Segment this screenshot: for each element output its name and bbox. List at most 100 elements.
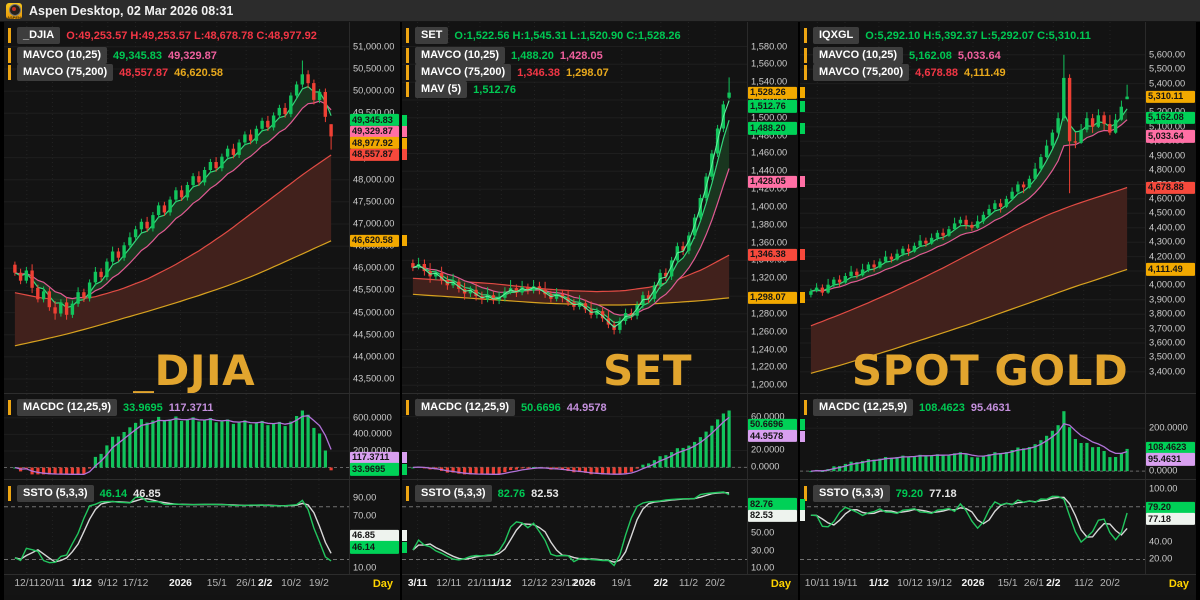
axis-tick-label: 400.0000 bbox=[353, 428, 392, 439]
axis-tick-label: 10.00 bbox=[353, 562, 377, 573]
x-axis-date-label: 26/1 bbox=[236, 578, 257, 589]
legend-accent-bar bbox=[8, 486, 11, 501]
ssto-k-value: 46.14 bbox=[99, 487, 128, 500]
indicator-value: 48,557.87 bbox=[119, 66, 169, 79]
axis-value-badge: 1,488.20 bbox=[748, 122, 797, 135]
symbol-chip[interactable]: _DJIA bbox=[17, 27, 61, 44]
clipped-badge-sliver bbox=[402, 463, 407, 475]
indicator-chip[interactable]: MAVCO (10,25) bbox=[17, 47, 108, 64]
legend-accent-bar bbox=[804, 48, 807, 63]
price-panel[interactable]: 3,400.00 3,500.00 3,600.00 3,700.00 3,800.00… bbox=[800, 22, 1196, 394]
macd-axis[interactable]: 600.0000 400.0000 200.0000 117.3711 33.9695 bbox=[349, 394, 400, 479]
price-axis[interactable]: 3,400.00 3,500.00 3,600.00 3,700.00 3,800.00… bbox=[1145, 22, 1196, 393]
macd-panel[interactable]: 200.0000 0.0000 108.4623 95.4631 MACDC (12,… bbox=[800, 394, 1196, 480]
x-axis-date-label: 10/2 bbox=[281, 578, 302, 589]
axis-tick-label: 4,600.00 bbox=[1149, 193, 1186, 204]
axis-tick-label: 1,220.00 bbox=[751, 361, 788, 372]
axis-value-badge: 49,345.83 bbox=[350, 113, 399, 127]
stochastic-panel[interactable]: 90.00 70.00 10.00 46.85 46.14 SSTO (5,3,3) 4… bbox=[4, 480, 400, 575]
legend-accent-bar bbox=[406, 65, 409, 80]
ssto-chip[interactable]: SSTO (5,3,3) bbox=[17, 485, 94, 502]
stochastic-panel[interactable]: 100.00 40.00 20.00 79.20 77.18 SSTO (5,3,3) … bbox=[800, 480, 1196, 575]
indicator-chip[interactable]: MAVCO (10,25) bbox=[813, 47, 904, 64]
x-axis-date-label: 3/11 bbox=[407, 578, 428, 589]
axis-value-badge: 5,310.11 bbox=[1146, 90, 1195, 103]
legend-accent-bar bbox=[8, 65, 11, 80]
macd-chip[interactable]: MACDC (12,25,9) bbox=[17, 399, 118, 416]
axis-tick-label: 3,600.00 bbox=[1149, 337, 1186, 348]
timeframe-label[interactable]: Day bbox=[372, 578, 393, 590]
indicator-legend-row: MAVCO (10,25) 1,488.20 1,428.05 bbox=[406, 47, 681, 64]
stochastic-axis[interactable]: 100.00 40.00 20.00 79.20 77.18 bbox=[1145, 480, 1196, 574]
price-panel[interactable]: 43,500.00 44,000.00 44,500.00 45,000.00 45,5… bbox=[4, 22, 400, 394]
x-axis-date-label: 2026 bbox=[572, 578, 596, 589]
ssto-chip[interactable]: SSTO (5,3,3) bbox=[813, 485, 890, 502]
mavco-legend-rows: MAVCO (10,25) 5,162.08 5,033.64 MAVCO (75,2… bbox=[804, 47, 1091, 81]
timeframe-label[interactable]: Day bbox=[770, 578, 791, 590]
macd-panel[interactable]: 600.0000 400.0000 200.0000 117.3711 33.9695 … bbox=[4, 394, 400, 480]
axis-tick-label: 44,000.00 bbox=[353, 351, 395, 362]
stochastic-panel[interactable]: 50.00 30.00 10.00 82.76 82.53 SSTO (5,3,3) 8… bbox=[402, 480, 798, 575]
macd-value: 50.6696 bbox=[521, 401, 561, 414]
ssto-d-value: 82.53 bbox=[531, 487, 559, 500]
indicator-value: 1,298.07 bbox=[565, 66, 609, 79]
legend-accent-bar bbox=[406, 28, 409, 43]
indicator-chip[interactable]: MAVCO (75,200) bbox=[813, 64, 910, 81]
price-panel[interactable]: 1,200.00 1,220.00 1,240.00 1,260.00 1,280.00… bbox=[402, 22, 798, 394]
macd-axis[interactable]: 60.0000 20.0000 0.0000 50.6696 44.9578 bbox=[747, 394, 798, 479]
axis-tick-label: 3,700.00 bbox=[1149, 322, 1186, 333]
x-axis-date-label: 1/12 bbox=[71, 578, 92, 589]
axis-tick-label: 1,280.00 bbox=[751, 308, 788, 319]
clipped-badge-sliver bbox=[402, 137, 407, 149]
axis-tick-label: 3,900.00 bbox=[1149, 294, 1186, 305]
ssto-d-value: 77.18 bbox=[929, 487, 957, 500]
axis-tick-label: 5,400.00 bbox=[1149, 77, 1186, 88]
symbol-row: IQXGL O:5,292.10 H:5,392.37 L:5,292.07 C… bbox=[804, 27, 1091, 44]
axis-tick-label: 50,000.00 bbox=[353, 85, 395, 96]
macd-chip[interactable]: MACDC (12,25,9) bbox=[813, 399, 914, 416]
axis-tick-label: 49,500.00 bbox=[353, 107, 395, 118]
macd-signal-value: 117.3711 bbox=[168, 401, 214, 414]
axis-value-badge: 46.85 bbox=[350, 529, 399, 543]
symbol-watermark: _DJIA bbox=[133, 346, 256, 394]
axis-tick-label: 47,500.00 bbox=[353, 196, 395, 207]
price-axis[interactable]: 1,200.00 1,220.00 1,240.00 1,260.00 1,280.00… bbox=[747, 22, 798, 393]
indicator-chip[interactable]: MAV (5) bbox=[415, 81, 468, 98]
axis-tick-label: 4,300.00 bbox=[1149, 236, 1186, 247]
ohlc-readout: O:49,253.57 H:49,253.57 L:48,678.78 C:48… bbox=[66, 29, 317, 42]
axis-value-badge: 79.20 bbox=[1146, 501, 1195, 514]
macd-panel[interactable]: 60.0000 20.0000 0.0000 50.6696 44.9578 MACDC… bbox=[402, 394, 798, 480]
indicator-chip[interactable]: MAVCO (75,200) bbox=[415, 64, 512, 81]
legend-accent-bar bbox=[804, 400, 807, 415]
axis-tick-label: 1,440.00 bbox=[751, 165, 788, 176]
axis-tick-label: 5,600.00 bbox=[1149, 49, 1186, 60]
ssto-chip[interactable]: SSTO (5,3,3) bbox=[415, 485, 492, 502]
price-plot bbox=[4, 22, 350, 393]
macd-plot bbox=[402, 394, 748, 479]
axis-tick-label: 47,000.00 bbox=[353, 218, 395, 229]
price-axis[interactable]: 43,500.00 44,000.00 44,500.00 45,000.00 45,5… bbox=[349, 22, 400, 393]
axis-tick-label: 48,000.00 bbox=[353, 174, 395, 185]
symbol-chip[interactable]: IQXGL bbox=[813, 27, 860, 44]
stochastic-axis[interactable]: 50.00 30.00 10.00 82.76 82.53 bbox=[747, 480, 798, 574]
axis-value-badge: 46,620.58 bbox=[350, 234, 399, 247]
timeframe-label[interactable]: Day bbox=[1168, 578, 1189, 590]
indicator-value: 5,033.64 bbox=[957, 49, 1001, 62]
axis-value-badge: 1,298.07 bbox=[748, 291, 797, 304]
axis-tick-label: 4,500.00 bbox=[1149, 207, 1186, 218]
indicator-chip[interactable]: MAVCO (75,200) bbox=[17, 64, 114, 81]
macd-chip[interactable]: MACDC (12,25,9) bbox=[415, 399, 516, 416]
x-axis-date-label: 12/11 bbox=[436, 578, 462, 589]
indicator-chip[interactable]: MAVCO (10,25) bbox=[415, 47, 506, 64]
legend-accent-bar bbox=[804, 28, 807, 43]
stochastic-axis[interactable]: 90.00 70.00 10.00 46.85 46.14 bbox=[349, 480, 400, 574]
x-axis-date-label: 26/1 bbox=[1023, 578, 1044, 589]
clipped-badge-sliver bbox=[800, 430, 805, 442]
symbol-chip[interactable]: SET bbox=[415, 27, 449, 44]
clipped-badge-sliver bbox=[800, 87, 805, 99]
macd-axis[interactable]: 200.0000 0.0000 108.4623 95.4631 bbox=[1145, 394, 1196, 479]
ohlc-readout: O:5,292.10 H:5,392.37 L:5,292.07 C:5,310… bbox=[865, 29, 1091, 42]
legend-accent-bar bbox=[406, 400, 409, 415]
ssto-k-value: 79.20 bbox=[895, 487, 924, 500]
symbol-row: _DJIA O:49,253.57 H:49,253.57 L:48,678.7… bbox=[8, 27, 317, 44]
